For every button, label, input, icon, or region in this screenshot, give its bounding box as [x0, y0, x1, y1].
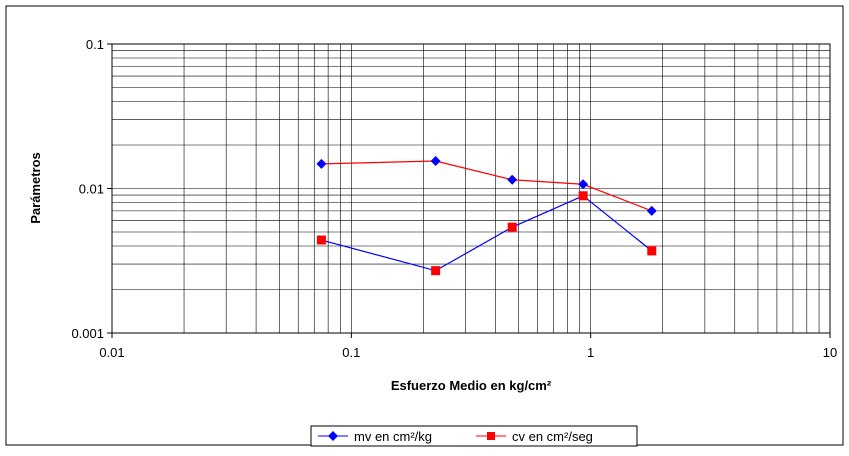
- mv-point: [430, 155, 441, 166]
- mv-point: [507, 174, 518, 185]
- x-tick-label: 0.01: [99, 345, 124, 360]
- mv-point: [578, 179, 589, 190]
- grid: [111, 44, 830, 334]
- x-axis-title: Esfuerzo Medio en kg/cm²: [391, 378, 552, 393]
- axis-ticks: 0.01 0.1 1 10 0.001 0.01 0.1: [71, 37, 837, 360]
- legend-cv-marker: [487, 432, 495, 440]
- series: [316, 155, 657, 276]
- mv-point: [316, 158, 327, 169]
- y-axis-title: Parámetros: [28, 152, 43, 224]
- y-tick-label: 0.1: [86, 37, 104, 52]
- cv-point: [507, 222, 517, 232]
- x-tick-label: 0.1: [342, 345, 360, 360]
- legend-box: [310, 425, 638, 447]
- chart-area-border: [5, 5, 844, 446]
- x-tick-label: 1: [587, 345, 594, 360]
- cv-point: [431, 266, 441, 276]
- cv-point: [316, 235, 326, 245]
- y-tick-label: 0.001: [71, 326, 104, 341]
- cv-point: [578, 191, 588, 201]
- legend-mv-label: mv en cm²/kg: [354, 429, 432, 444]
- cv-point: [647, 246, 657, 256]
- x-tick-label: 10: [823, 345, 837, 360]
- legend-cv-label: cv en cm²/seg: [512, 429, 593, 444]
- y-tick-label: 0.01: [79, 182, 104, 197]
- legend-mv-marker: [328, 431, 338, 441]
- mv-point: [646, 205, 657, 216]
- legend: mv en cm²/kg cv en cm²/seg: [310, 425, 638, 447]
